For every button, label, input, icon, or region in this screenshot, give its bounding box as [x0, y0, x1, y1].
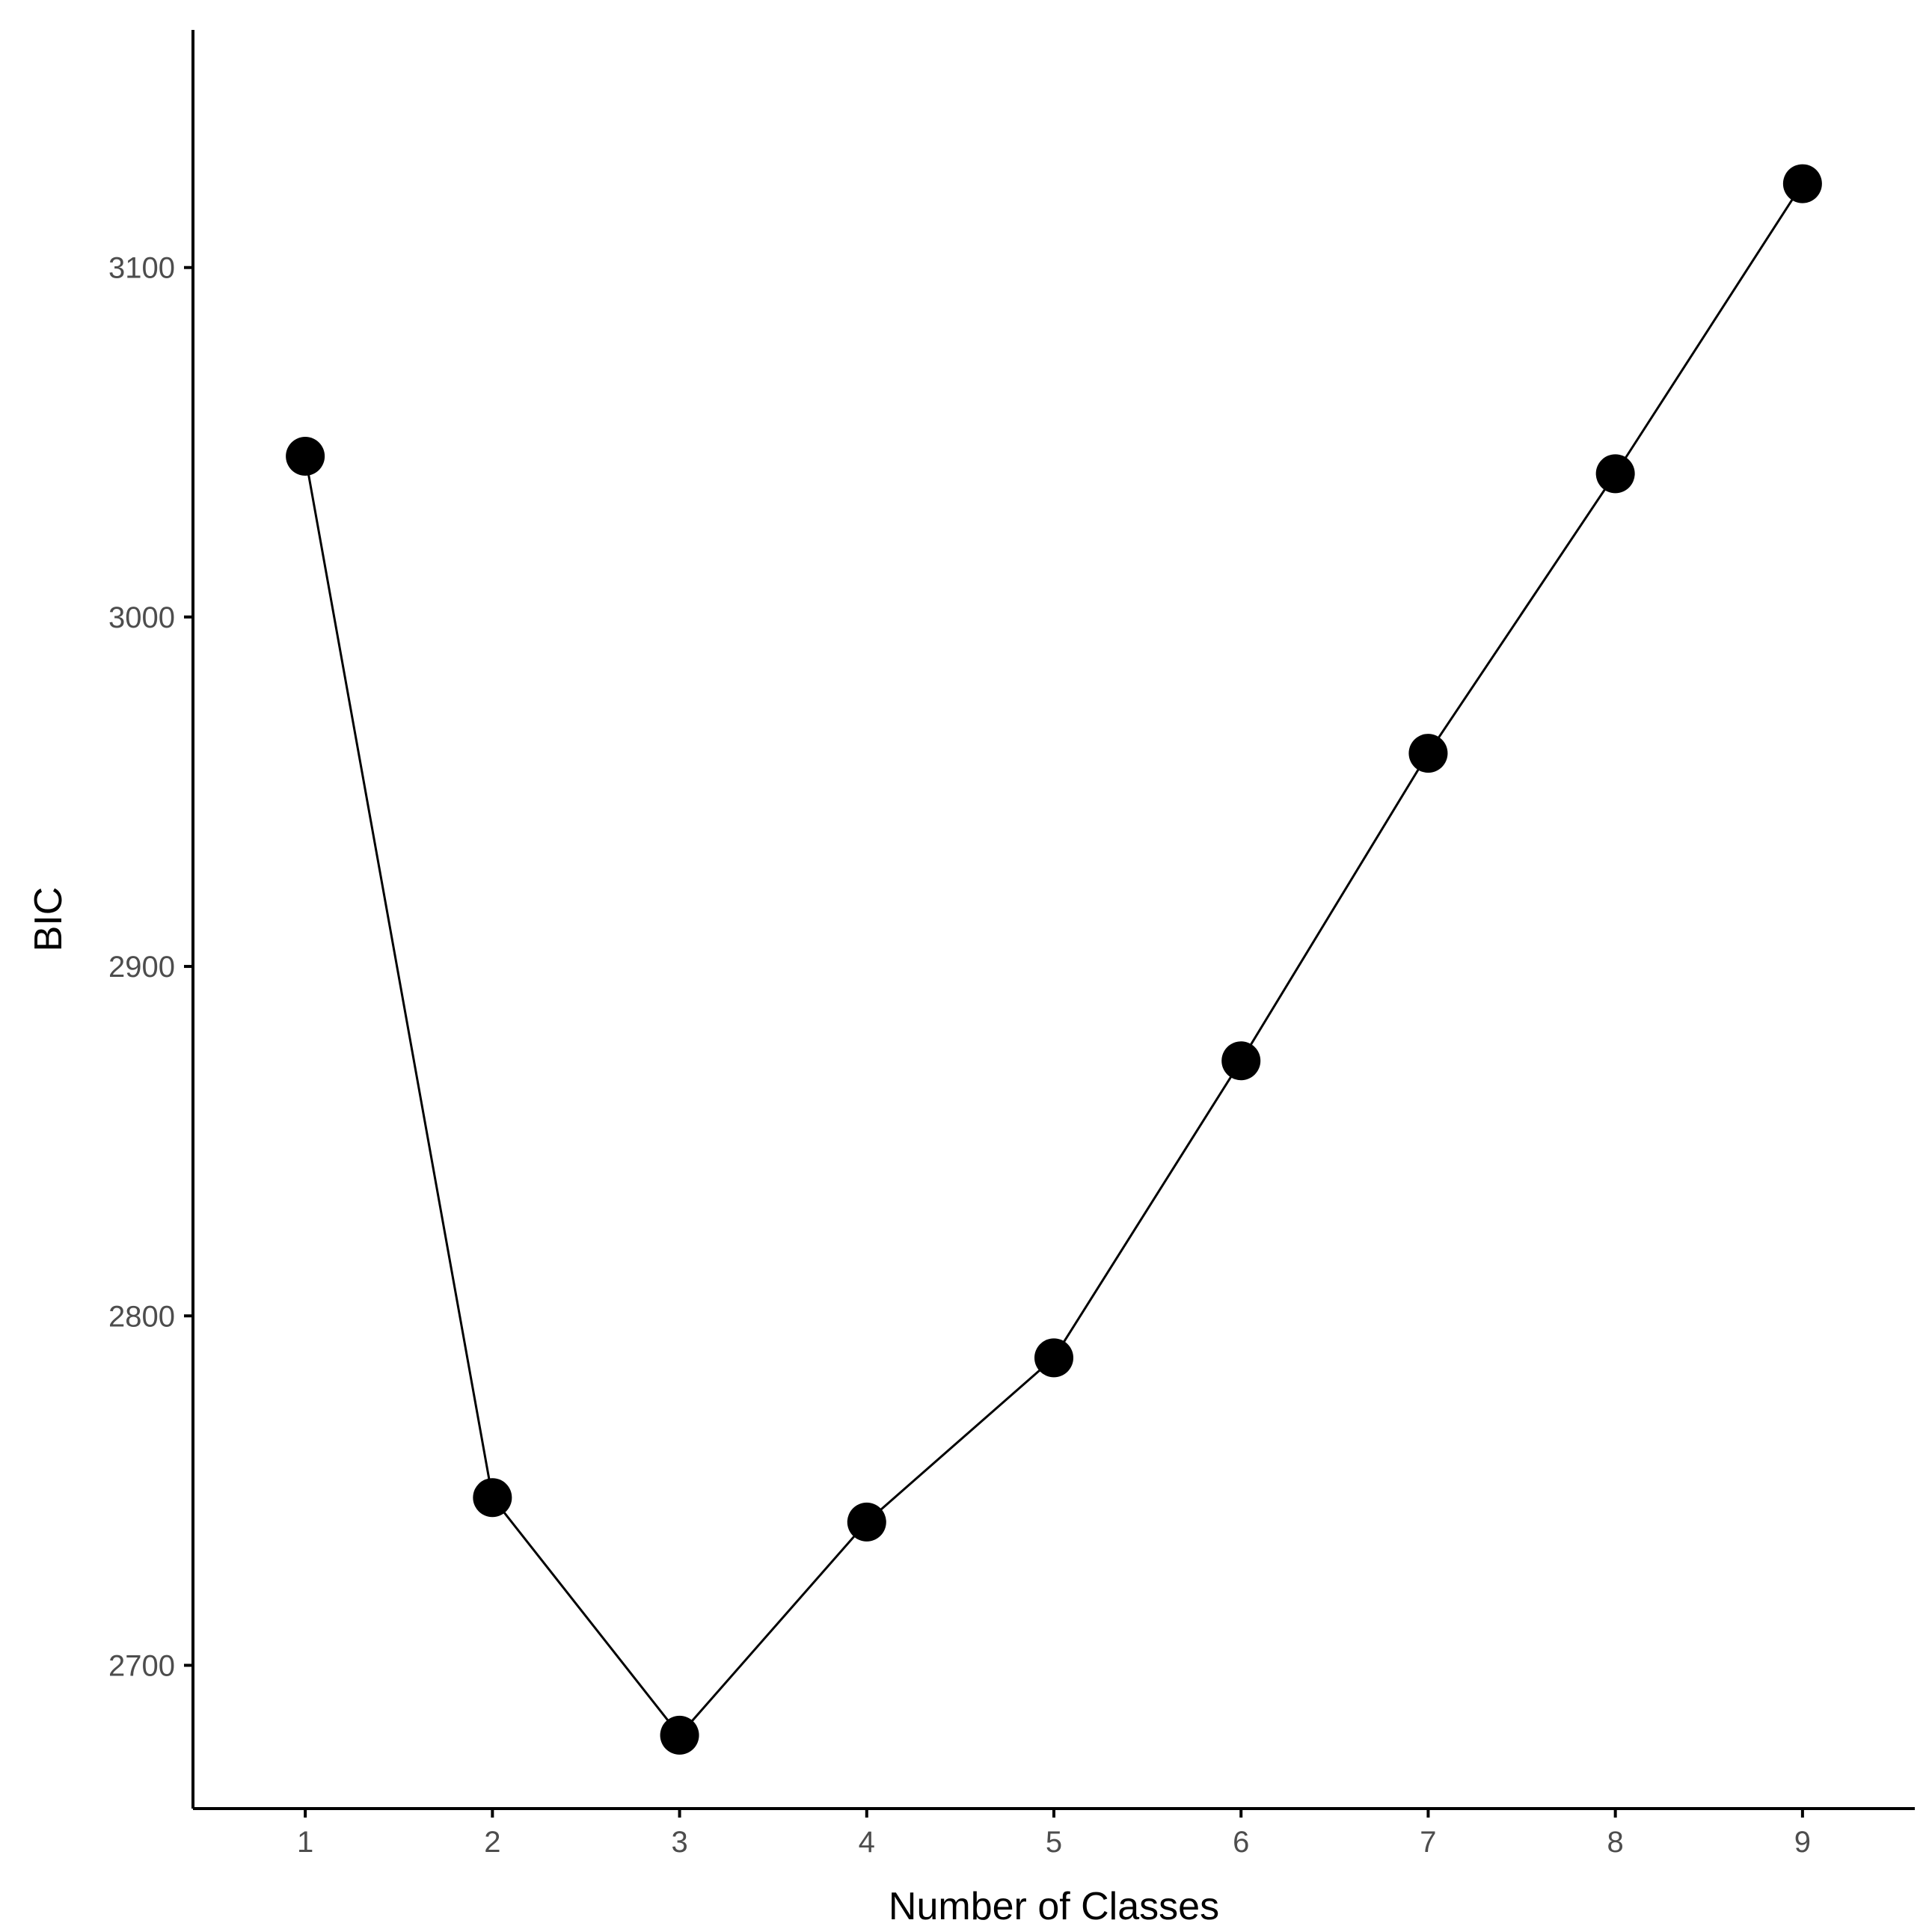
data-point — [847, 1502, 886, 1542]
x-tick-label: 9 — [1794, 1826, 1811, 1859]
x-tick-label: 4 — [859, 1826, 875, 1859]
y-tick-label: 2900 — [108, 951, 175, 984]
y-axis-title: BIC — [27, 887, 70, 952]
x-tick-label: 2 — [484, 1826, 500, 1859]
data-point — [473, 1478, 512, 1518]
y-tick-label: 2700 — [108, 1649, 175, 1682]
y-tick-label: 2800 — [108, 1300, 175, 1333]
x-tick-label: 7 — [1420, 1826, 1436, 1859]
tick-labels: 2700 2800 2900 3000 3100 1 2 3 4 5 6 7 8 9 — [108, 252, 1811, 1859]
data-point — [1782, 164, 1822, 203]
data-point — [1595, 454, 1635, 494]
x-tick-label: 6 — [1233, 1826, 1249, 1859]
x-tick-label: 3 — [671, 1826, 687, 1859]
y-tick-label: 3100 — [108, 252, 175, 285]
data-point — [660, 1715, 699, 1755]
data-point — [1221, 1041, 1261, 1081]
data-points — [286, 164, 1822, 1755]
x-tick-label: 1 — [297, 1826, 313, 1859]
data-point — [1408, 734, 1448, 773]
x-axis-title: Number of Classes — [889, 1885, 1219, 1928]
x-tick-label: 5 — [1046, 1826, 1062, 1859]
axes — [184, 30, 1915, 1818]
y-tick-label: 3000 — [108, 601, 175, 634]
data-point — [286, 436, 325, 476]
series-line-path — [304, 183, 1804, 1738]
data-point — [1034, 1338, 1073, 1378]
x-tick-label: 8 — [1607, 1826, 1624, 1859]
series-line — [304, 183, 1804, 1738]
